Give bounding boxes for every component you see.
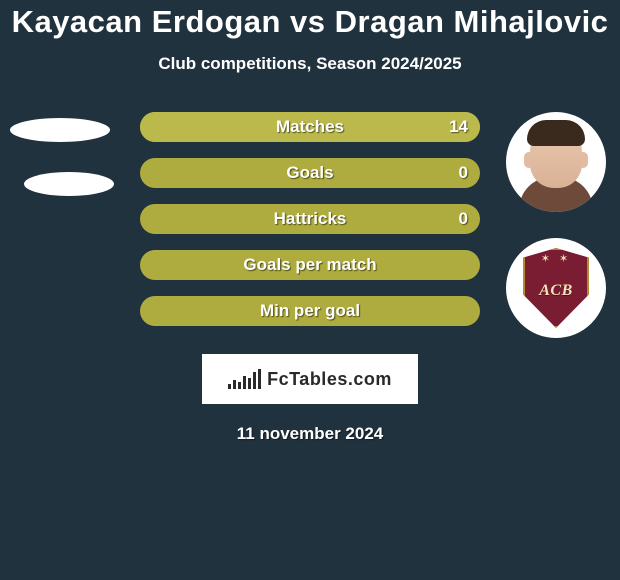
stat-row: Min per goal xyxy=(140,296,480,326)
crest-letters: ACB xyxy=(523,282,589,300)
avatar-hair xyxy=(527,120,585,146)
right-player-club-crest: ✶ ✶ ACB xyxy=(506,238,606,338)
stat-label: Goals per match xyxy=(140,250,480,280)
stat-value-right: 0 xyxy=(459,158,468,188)
stat-row: Matches14 xyxy=(140,112,480,142)
fct-bar-segment xyxy=(248,378,251,389)
crest-icon: ✶ ✶ ACB xyxy=(523,248,589,328)
fctables-text: FcTables.com xyxy=(267,369,392,390)
stat-value-right: 0 xyxy=(459,204,468,234)
stat-label: Matches xyxy=(140,112,480,142)
page-subtitle: Club competitions, Season 2024/2025 xyxy=(0,54,620,74)
fctables-bars-icon xyxy=(228,369,261,389)
stat-label: Hattricks xyxy=(140,204,480,234)
fct-bar-segment xyxy=(243,376,246,389)
stat-label: Min per goal xyxy=(140,296,480,326)
stat-label: Goals xyxy=(140,158,480,188)
fct-bar-segment xyxy=(238,382,241,389)
fct-bar-segment xyxy=(228,384,231,389)
footer-date: 11 november 2024 xyxy=(0,424,620,444)
right-player-avatar xyxy=(506,112,606,212)
page-title: Kayacan Erdogan vs Dragan Mihajlovic xyxy=(0,0,620,40)
left-player-club-placeholder xyxy=(24,172,114,196)
left-player-avatar-placeholder xyxy=(10,118,110,142)
fct-bar-segment xyxy=(233,380,236,389)
fctables-badge[interactable]: FcTables.com xyxy=(202,354,418,404)
stat-row: Hattricks0 xyxy=(140,204,480,234)
stat-row: Goals0 xyxy=(140,158,480,188)
fct-bar-segment xyxy=(258,369,261,389)
left-player-avatar-group xyxy=(10,112,114,196)
crest-ornament: ✶ ✶ xyxy=(523,252,589,265)
right-player-avatar-group: ✶ ✶ ACB xyxy=(506,112,606,338)
stat-bars: Matches14Goals0Hattricks0Goals per match… xyxy=(140,112,480,342)
stats-area: Matches14Goals0Hattricks0Goals per match… xyxy=(0,112,620,342)
fct-bar-segment xyxy=(253,372,256,389)
stat-row: Goals per match xyxy=(140,250,480,280)
stat-value-right: 14 xyxy=(449,112,468,142)
